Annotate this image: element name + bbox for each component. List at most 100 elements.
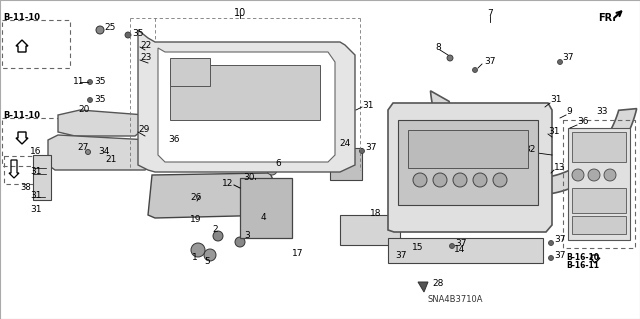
- Text: B-11-10: B-11-10: [3, 112, 40, 121]
- Text: 23: 23: [140, 54, 152, 63]
- Circle shape: [588, 169, 600, 181]
- Text: 27: 27: [77, 144, 88, 152]
- Text: 11: 11: [73, 78, 84, 86]
- Text: 36: 36: [168, 136, 179, 145]
- Text: B-16-11: B-16-11: [566, 261, 599, 270]
- Text: 9: 9: [566, 108, 572, 116]
- Bar: [4, 156, 36, 184]
- Circle shape: [453, 173, 467, 187]
- Text: 37: 37: [395, 250, 406, 259]
- Text: 28: 28: [432, 279, 444, 288]
- Text: 37: 37: [554, 235, 566, 244]
- Circle shape: [548, 256, 554, 261]
- Polygon shape: [138, 30, 355, 172]
- Circle shape: [472, 68, 477, 72]
- Circle shape: [204, 249, 216, 261]
- Bar: [568, 128, 630, 240]
- Polygon shape: [388, 103, 552, 232]
- Polygon shape: [158, 48, 335, 162]
- Text: 37: 37: [365, 144, 376, 152]
- Text: 24: 24: [339, 138, 351, 147]
- Bar: [340, 215, 400, 245]
- Text: 34: 34: [98, 147, 109, 157]
- Circle shape: [235, 237, 245, 247]
- Text: 33: 33: [596, 108, 607, 116]
- Circle shape: [213, 231, 223, 241]
- Circle shape: [390, 256, 394, 261]
- Text: 18: 18: [370, 209, 381, 218]
- Circle shape: [88, 79, 93, 85]
- Circle shape: [96, 26, 104, 34]
- Text: 22: 22: [140, 41, 151, 49]
- Circle shape: [360, 149, 365, 153]
- Text: B-16-10: B-16-10: [566, 253, 599, 262]
- Text: 31: 31: [550, 95, 561, 105]
- Text: 1: 1: [192, 254, 198, 263]
- Bar: [240, 178, 292, 238]
- Text: 37: 37: [455, 239, 467, 248]
- Circle shape: [191, 243, 205, 257]
- Text: 37: 37: [554, 250, 566, 259]
- Text: 19: 19: [190, 216, 202, 225]
- Text: 20: 20: [78, 106, 90, 115]
- Text: 6: 6: [275, 159, 281, 167]
- Circle shape: [572, 169, 584, 181]
- Bar: [572, 188, 626, 213]
- Circle shape: [254, 218, 262, 226]
- Text: 21: 21: [105, 155, 116, 165]
- Text: 5: 5: [204, 257, 210, 266]
- Circle shape: [267, 165, 277, 175]
- Circle shape: [413, 173, 427, 187]
- Text: 7: 7: [487, 9, 493, 18]
- Text: 15: 15: [412, 243, 424, 253]
- Bar: [563, 120, 635, 248]
- Bar: [170, 65, 320, 120]
- Text: 10: 10: [234, 8, 246, 18]
- Bar: [572, 216, 626, 234]
- Bar: [388, 238, 543, 263]
- Circle shape: [604, 169, 616, 181]
- Bar: [572, 132, 626, 162]
- Text: 8: 8: [435, 43, 441, 53]
- Text: 26: 26: [190, 194, 202, 203]
- Polygon shape: [418, 282, 428, 292]
- Polygon shape: [148, 173, 282, 218]
- Text: 35: 35: [94, 78, 106, 86]
- Text: 31: 31: [30, 167, 42, 176]
- Text: SNA4B3710A: SNA4B3710A: [428, 295, 483, 305]
- Circle shape: [473, 173, 487, 187]
- Circle shape: [548, 241, 554, 246]
- Text: 35: 35: [132, 29, 143, 39]
- Polygon shape: [48, 135, 155, 170]
- Text: 3: 3: [244, 232, 250, 241]
- Bar: [33, 155, 51, 200]
- Text: 31: 31: [548, 128, 559, 137]
- Bar: [330, 148, 362, 180]
- Bar: [408, 130, 528, 168]
- Circle shape: [125, 32, 131, 38]
- Circle shape: [449, 243, 454, 249]
- Text: 12: 12: [222, 179, 234, 188]
- Text: 37: 37: [484, 57, 495, 66]
- Text: 29: 29: [138, 125, 149, 135]
- Text: 13: 13: [554, 164, 566, 173]
- Text: 16: 16: [30, 147, 42, 157]
- Circle shape: [88, 98, 93, 102]
- Text: 37: 37: [562, 54, 573, 63]
- Circle shape: [86, 150, 90, 154]
- Text: 14: 14: [454, 246, 466, 255]
- Text: 31: 31: [30, 190, 42, 199]
- Text: 25: 25: [104, 24, 115, 33]
- Text: 36: 36: [577, 117, 589, 127]
- Text: 4: 4: [261, 213, 267, 222]
- Text: 38: 38: [20, 183, 31, 192]
- Text: 35: 35: [94, 95, 106, 105]
- Circle shape: [447, 55, 453, 61]
- Text: 30: 30: [243, 173, 255, 182]
- PathPatch shape: [431, 91, 637, 195]
- Text: 32: 32: [524, 145, 536, 154]
- Text: 2: 2: [212, 226, 218, 234]
- Circle shape: [433, 173, 447, 187]
- Polygon shape: [58, 110, 145, 136]
- Bar: [398, 120, 538, 205]
